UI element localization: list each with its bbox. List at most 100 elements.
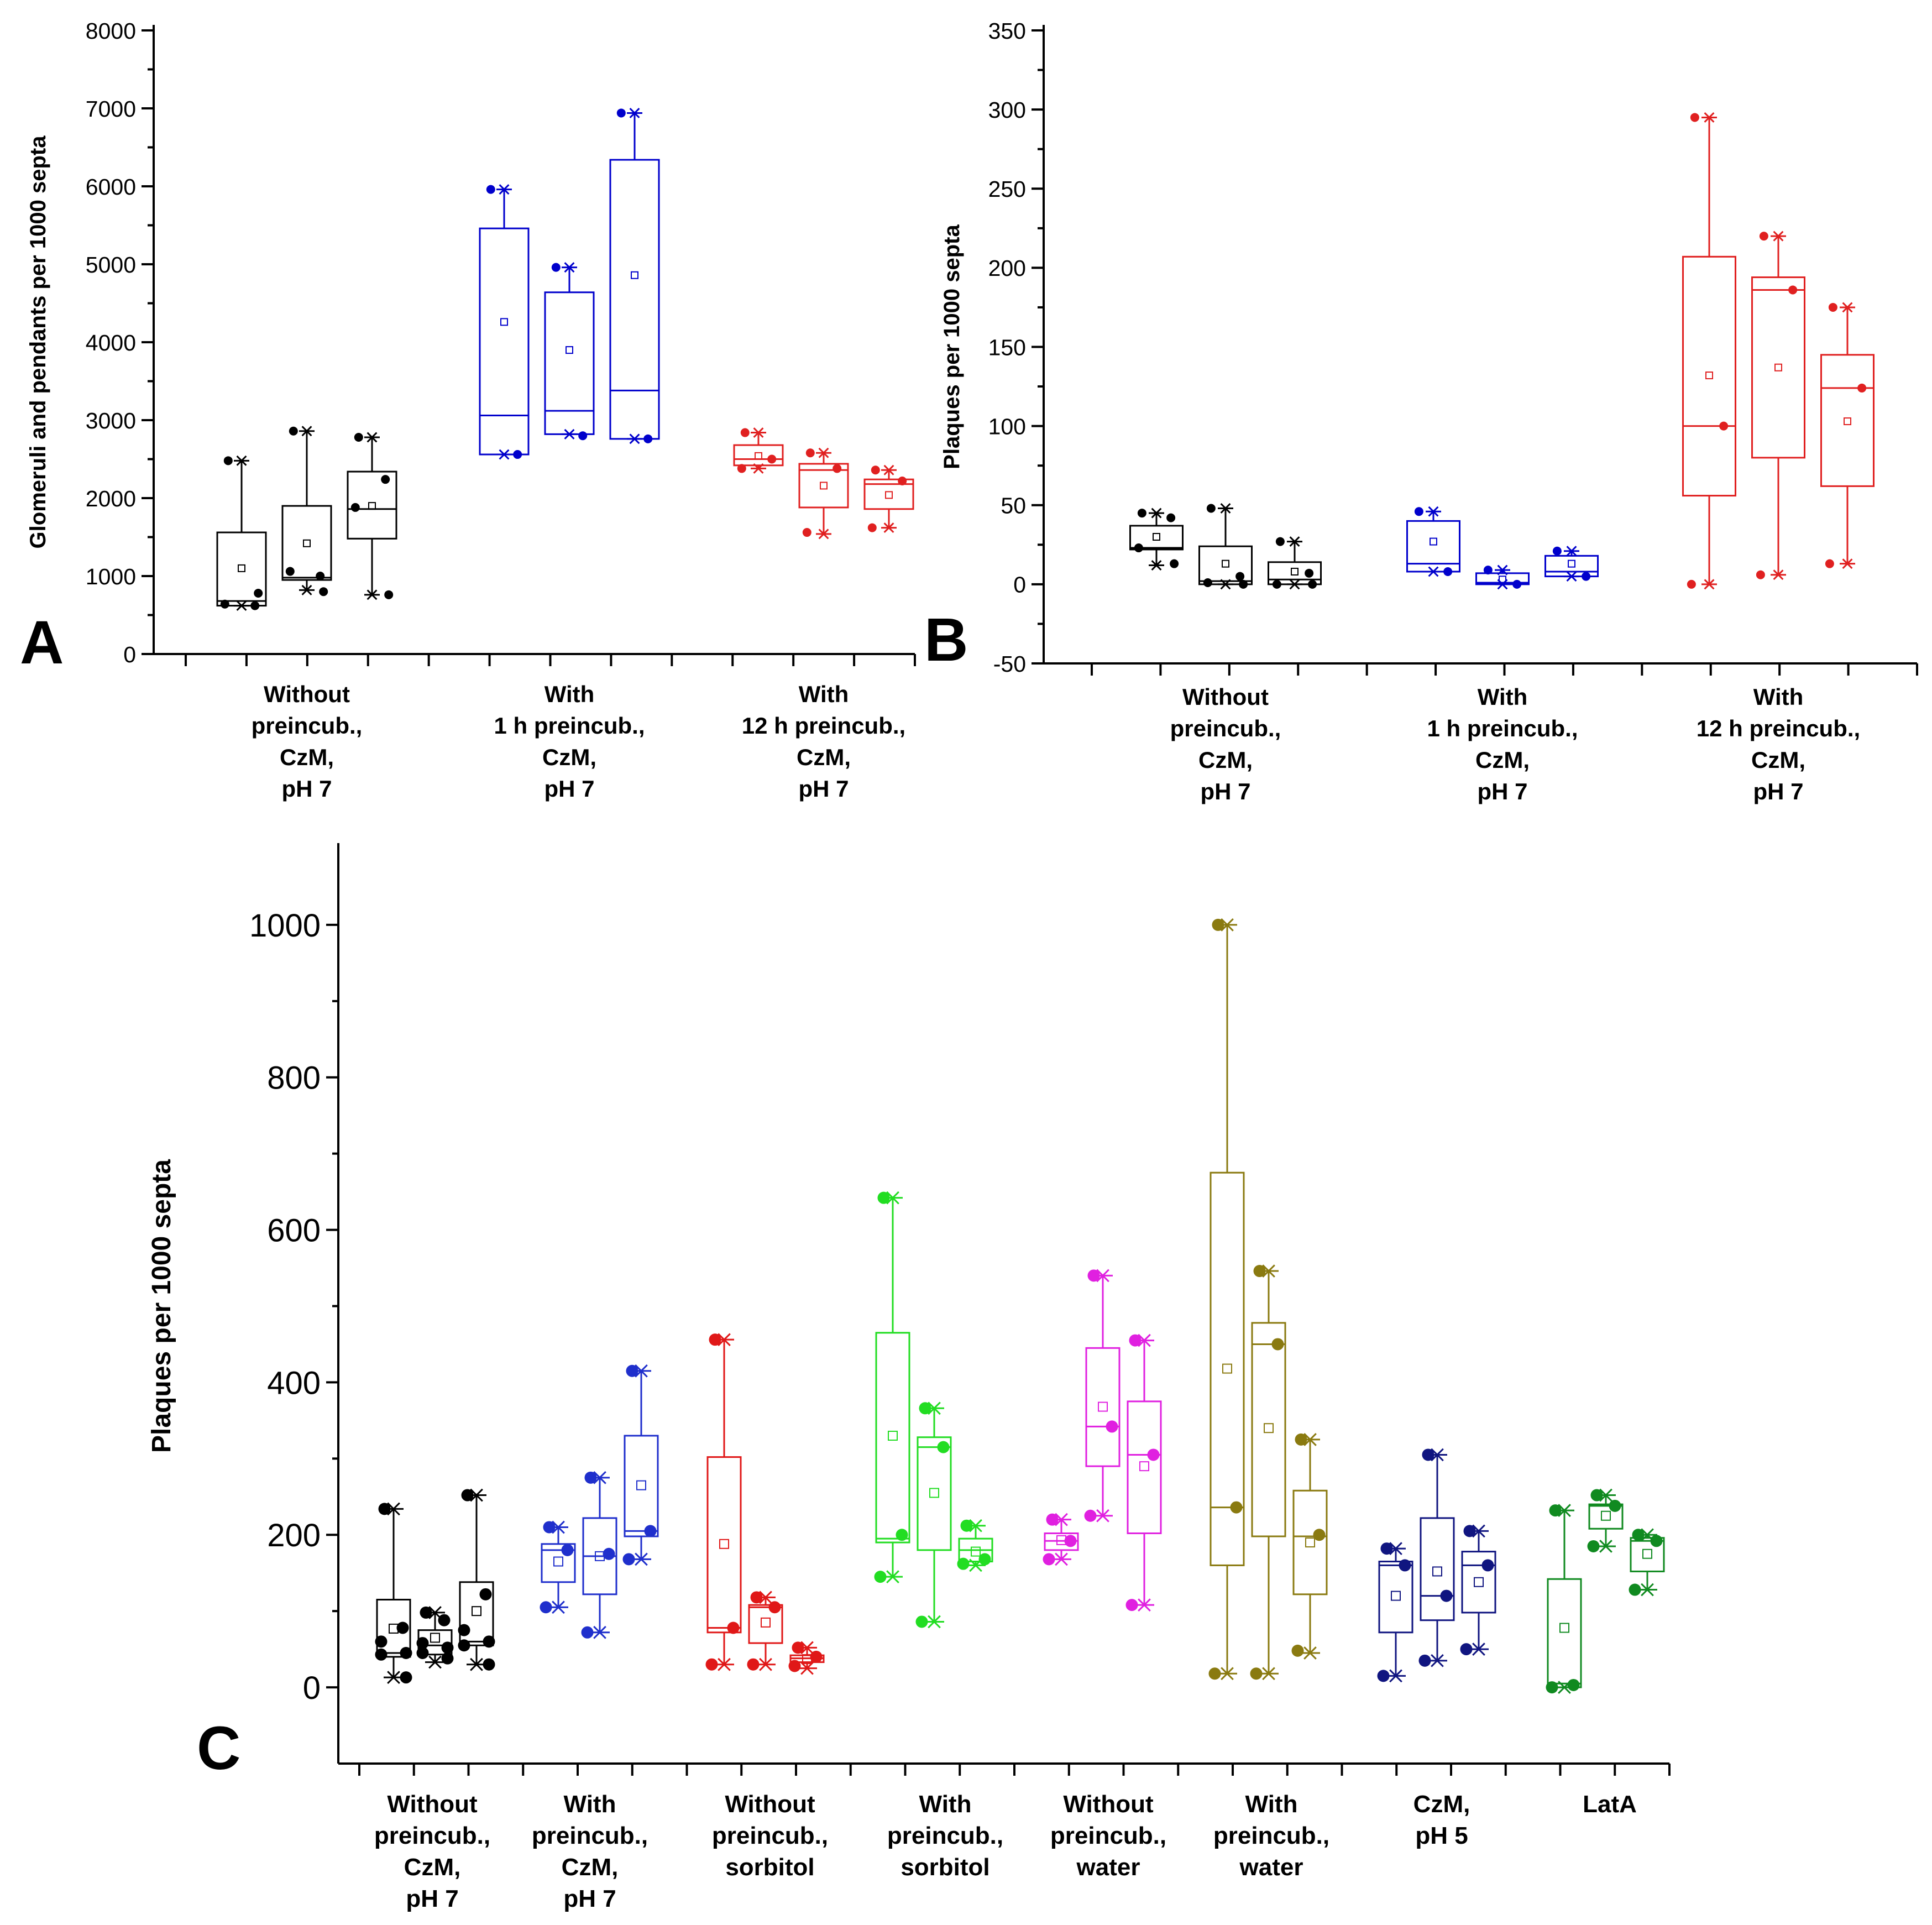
extreme-marker xyxy=(1303,1432,1317,1446)
data-point xyxy=(584,1471,597,1484)
category-label-line: preincub., xyxy=(374,1822,490,1849)
extreme-marker xyxy=(1566,546,1577,557)
y-tick-label: 3000 xyxy=(86,408,136,433)
data-point xyxy=(768,1601,781,1614)
data-point xyxy=(1418,1654,1431,1667)
data-point xyxy=(1609,1499,1621,1512)
extreme-marker xyxy=(1431,1448,1444,1462)
box-iqr xyxy=(1682,255,1736,497)
y-tick-label: 1000 xyxy=(249,908,321,944)
extreme-marker xyxy=(928,1401,941,1415)
extreme-marker xyxy=(1096,1269,1109,1283)
data-point xyxy=(375,1635,388,1648)
data-point xyxy=(223,456,233,465)
box-iqr xyxy=(281,505,332,581)
box-plot xyxy=(1125,1333,1162,1612)
data-point xyxy=(810,1650,823,1663)
extreme-marker xyxy=(1221,1667,1234,1681)
data-point xyxy=(483,1658,495,1671)
mean-marker xyxy=(929,1488,939,1498)
data-point xyxy=(441,1641,454,1654)
y-tick-label: 1000 xyxy=(86,564,136,589)
category-label-line: Without xyxy=(1182,684,1269,710)
box-iqr xyxy=(1129,525,1184,551)
category-label-line: CzM, xyxy=(1413,1791,1470,1818)
box-plot xyxy=(347,432,397,600)
box-plot xyxy=(622,1364,659,1566)
box-plot xyxy=(458,1488,495,1671)
category-label-line: With xyxy=(799,681,849,707)
category-label: CzM, pH 5 xyxy=(1413,1791,1470,1849)
category-label: With preincub., water xyxy=(1213,1791,1329,1881)
data-point xyxy=(1308,579,1317,589)
box-iqr xyxy=(1406,520,1460,573)
data-point xyxy=(1170,559,1179,568)
data-point xyxy=(1380,1542,1393,1555)
category-label-line: CzM, xyxy=(280,744,334,770)
data-point xyxy=(1271,1338,1284,1351)
data-point xyxy=(1756,570,1765,579)
data-point xyxy=(1587,1540,1600,1552)
category-label-line: preincub., xyxy=(532,1822,648,1849)
y-tick-label: -50 xyxy=(993,651,1026,677)
category-label-line: Without xyxy=(1063,1791,1154,1818)
category-label-line: preincub., xyxy=(252,713,363,739)
data-point xyxy=(1719,421,1729,431)
category-label: With 1 h preincub., CzM, pH 7 xyxy=(1427,684,1578,804)
mean-marker xyxy=(971,1546,981,1557)
data-point xyxy=(1825,559,1834,568)
extreme-marker xyxy=(1289,536,1300,547)
data-point xyxy=(441,1652,454,1665)
data-point xyxy=(1230,1501,1243,1514)
data-point xyxy=(381,475,390,484)
data-point xyxy=(1087,1269,1100,1282)
category-label-line: preincub., xyxy=(1170,715,1281,741)
mean-marker xyxy=(1222,1363,1232,1374)
data-point xyxy=(1084,1509,1097,1522)
mean-marker xyxy=(430,1633,440,1643)
data-point xyxy=(285,567,295,576)
data-point xyxy=(1440,1589,1453,1602)
mean-marker xyxy=(719,1539,729,1549)
category-label-line: Without xyxy=(387,1791,478,1818)
y-tick-label: 100 xyxy=(988,414,1026,439)
y-tick-label: 200 xyxy=(988,255,1026,281)
extreme-marker xyxy=(1096,1509,1109,1523)
box-plot xyxy=(1460,1524,1496,1656)
mean-marker xyxy=(1222,559,1229,568)
mean-marker xyxy=(1153,533,1160,541)
extreme-marker xyxy=(1151,508,1162,519)
box-plot xyxy=(375,1502,412,1685)
panel-a: 0 1000 2000 3000 4000 5000 6000 7000 8000 Glomeru… xyxy=(20,18,916,802)
extreme-marker xyxy=(1842,558,1853,569)
data-point xyxy=(1629,1583,1641,1596)
category-label-line: pH 7 xyxy=(406,1885,458,1912)
data-point xyxy=(1567,1678,1580,1691)
category-label-line: CzM, xyxy=(542,744,596,770)
data-point xyxy=(626,1364,638,1377)
box-plot xyxy=(1250,1264,1286,1681)
data-point xyxy=(802,528,811,537)
category-label-line: water xyxy=(1239,1854,1303,1881)
data-point xyxy=(767,454,777,464)
data-point xyxy=(1857,383,1867,393)
extreme-marker xyxy=(1389,1669,1402,1683)
extreme-marker xyxy=(928,1615,941,1629)
y-tick-label: 6000 xyxy=(86,174,136,200)
data-point xyxy=(1443,567,1453,576)
box-plot xyxy=(1544,546,1599,582)
category-label-line: water xyxy=(1076,1854,1140,1881)
category-label-line: With xyxy=(544,681,595,707)
data-point xyxy=(1313,1529,1326,1541)
category-label-line: preincub., xyxy=(887,1822,1003,1849)
data-point xyxy=(319,587,328,597)
category-label-line: Without xyxy=(264,681,350,707)
box-iqr xyxy=(216,531,267,607)
box-plot xyxy=(1629,1528,1665,1597)
extreme-marker xyxy=(883,464,894,475)
extreme-marker xyxy=(1472,1642,1485,1656)
mean-marker xyxy=(1291,567,1299,576)
box-iqr xyxy=(733,444,784,467)
category-label: With preincub., sorbitol xyxy=(887,1791,1003,1881)
extreme-marker xyxy=(470,1657,483,1671)
